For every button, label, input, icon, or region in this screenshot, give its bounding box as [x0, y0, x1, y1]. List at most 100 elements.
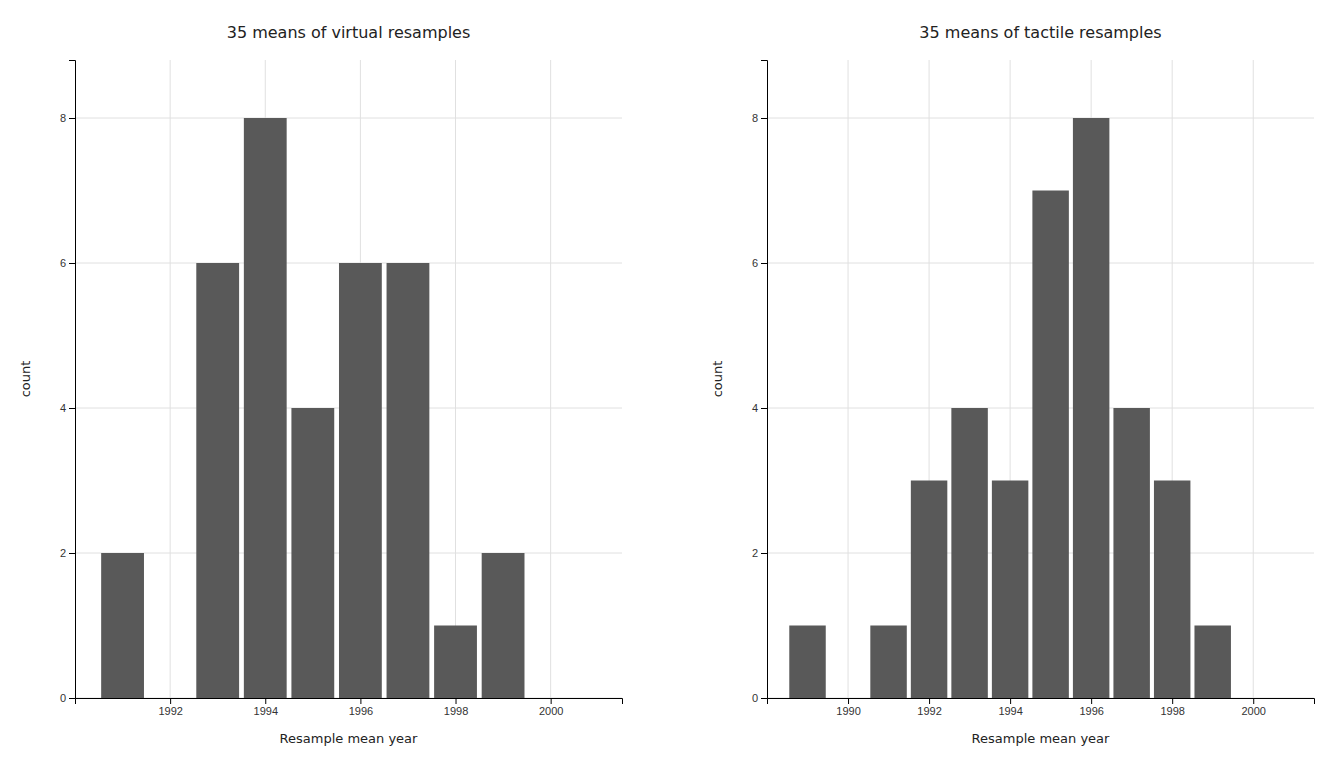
bar: [291, 408, 334, 698]
y-tick: 4: [752, 402, 767, 414]
y-tick-mark: [761, 118, 767, 119]
bar: [789, 626, 825, 699]
bar: [1113, 408, 1149, 698]
x-tick-label: 1996: [1079, 705, 1103, 717]
bar: [951, 408, 987, 698]
x-tick: 1994: [998, 698, 1022, 717]
x-axis-line: [76, 699, 623, 705]
grid: [767, 60, 1314, 698]
x-tick-label: 1994: [254, 705, 278, 717]
x-tick: 1992: [917, 698, 941, 717]
title: 35 means of tactile resamples: [919, 23, 1161, 42]
x-tick-label: 1992: [158, 705, 182, 717]
y-tick-label: 0: [60, 692, 66, 704]
panel: 1992 1994 1996 1998 2000 0 2 4 6 8 35 means of vir…: [18, 23, 623, 746]
y-axis-title: count: [18, 361, 33, 398]
x-tick: 1992: [158, 698, 182, 717]
x-axis: 1990 1992 1994 1996 1998 2000: [768, 698, 1315, 717]
x-tick-label: 2000: [1241, 705, 1265, 717]
x-tick-mark: [1091, 698, 1092, 704]
grid-line-x: [550, 60, 551, 698]
bar: [434, 626, 477, 699]
y-tick-mark: [761, 698, 767, 699]
grid-line-x: [848, 60, 849, 698]
bar: [1194, 626, 1230, 699]
x-tick-mark: [848, 698, 849, 704]
y-tick-mark: [69, 698, 75, 699]
bars: [789, 118, 1231, 698]
bar: [482, 553, 525, 698]
x-tick-mark: [456, 698, 457, 704]
x-tick: 2000: [1241, 698, 1265, 717]
y-axis-line: [69, 61, 76, 699]
x-tick-mark: [360, 698, 361, 704]
grid-line-x: [455, 60, 456, 698]
chart-root: 1992 1994 1996 1998 2000 0 2 4 6 8 35 means of vir…: [0, 0, 1344, 768]
y-axis-line: [761, 61, 768, 699]
bar: [244, 118, 287, 698]
grid-line-y: [767, 118, 1314, 119]
bar: [1032, 191, 1068, 699]
y-tick-label: 8: [752, 112, 758, 124]
y-axis: 0 2 4 6 8: [60, 61, 76, 705]
bar: [992, 481, 1028, 699]
x-axis: 1992 1994 1996 1998 2000: [76, 698, 623, 717]
grid-line-x: [170, 60, 171, 698]
y-tick: 6: [752, 257, 767, 269]
panel: 1990 1992 1994 1996 1998 2000 0 2 4 6 8 35 means of…: [710, 23, 1315, 746]
bar: [101, 553, 144, 698]
x-tick-label: 1996: [349, 705, 373, 717]
x-tick-label: 1998: [1160, 705, 1184, 717]
x-tick-mark: [1172, 698, 1173, 704]
x-tick-label: 1998: [444, 705, 468, 717]
grid: [75, 60, 622, 698]
y-tick-mark: [69, 408, 75, 409]
x-tick: 1996: [1079, 698, 1103, 717]
bar: [911, 481, 947, 699]
grid-line-y: [75, 118, 622, 119]
y-tick: 2: [752, 547, 767, 559]
x-tick: 2000: [539, 698, 563, 717]
title: 35 means of virtual resamples: [227, 23, 471, 42]
y-tick-label: 0: [752, 692, 758, 704]
y-tick-mark: [761, 553, 767, 554]
x-tick-mark: [551, 698, 552, 704]
x-tick: 1998: [1160, 698, 1184, 717]
x-tick-mark: [1253, 698, 1254, 704]
bar: [196, 263, 239, 698]
y-tick-label: 6: [60, 257, 66, 269]
y-tick-label: 4: [752, 402, 758, 414]
x-axis-line: [768, 699, 1315, 705]
y-tick-label: 8: [60, 112, 66, 124]
x-tick-label: 1994: [998, 705, 1022, 717]
bar: [339, 263, 382, 698]
x-tick: 1990: [836, 698, 860, 717]
bars: [101, 118, 524, 698]
y-tick-label: 6: [752, 257, 758, 269]
y-tick-label: 2: [752, 547, 758, 559]
y-tick-mark: [69, 263, 75, 264]
x-tick-label: 1990: [836, 705, 860, 717]
y-tick: 0: [60, 692, 75, 704]
y-tick: 2: [60, 547, 75, 559]
y-tick: 0: [752, 692, 767, 704]
x-tick-mark: [929, 698, 930, 704]
bar: [1154, 481, 1190, 699]
x-tick-label: 2000: [539, 705, 563, 717]
x-tick: 1998: [444, 698, 468, 717]
bar: [387, 263, 430, 698]
x-axis-title: Resample mean year: [280, 731, 419, 746]
y-tick-label: 2: [60, 547, 66, 559]
y-tick: 8: [752, 112, 767, 124]
grid-line-x: [1253, 60, 1254, 698]
x-tick: 1996: [349, 698, 373, 717]
x-tick-mark: [265, 698, 266, 704]
bar: [1073, 118, 1109, 698]
y-tick-mark: [761, 263, 767, 264]
y-tick: 6: [60, 257, 75, 269]
x-axis-title: Resample mean year: [972, 731, 1111, 746]
y-tick-mark: [761, 408, 767, 409]
y-tick-mark: [69, 553, 75, 554]
x-tick-mark: [170, 698, 171, 704]
y-tick-label: 4: [60, 402, 66, 414]
